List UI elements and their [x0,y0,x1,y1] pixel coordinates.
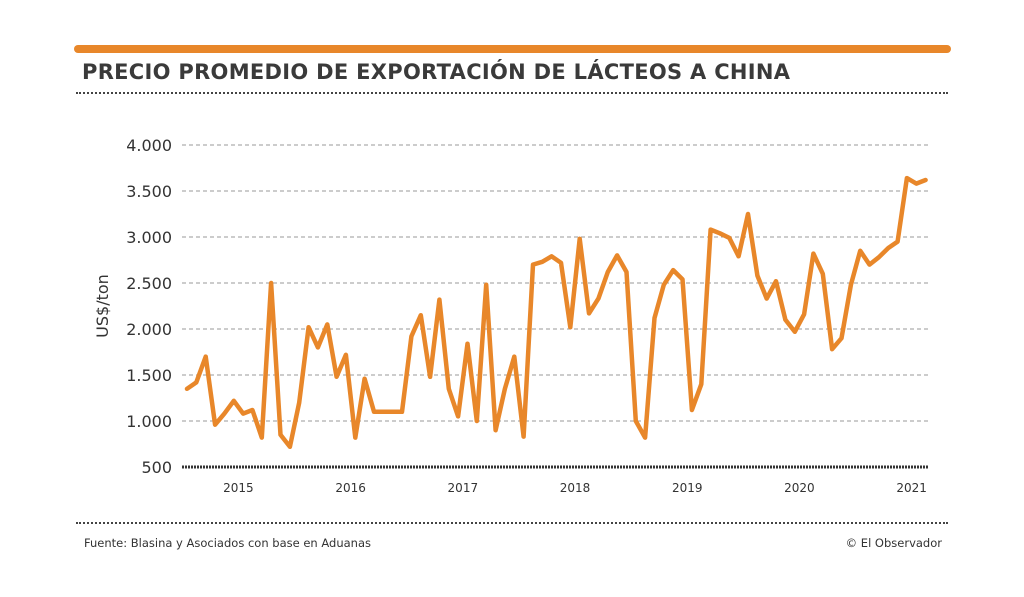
x-tick-label: 2019 [672,481,703,495]
x-tick-label: 2016 [335,481,366,495]
x-tick-label: 2021 [896,481,927,495]
y-tick-label: 2.000 [126,320,172,339]
x-tick-label: 2017 [448,481,479,495]
x-tick-label: 2015 [223,481,254,495]
y-tick-label: 4.000 [126,136,172,155]
series-line [184,175,928,450]
divider-bottom [76,522,948,524]
y-tick-label: 1.500 [126,366,172,385]
x-tick-label: 2018 [560,481,591,495]
y-axis-label: US$/ton [93,274,112,338]
y-tick-label: 3.500 [126,182,172,201]
accent-bar [74,45,951,53]
x-tick-label: 2020 [784,481,815,495]
y-tick-label: 500 [141,458,172,477]
y-tick-label: 3.000 [126,228,172,247]
divider-top [76,92,948,94]
y-tick-label: 2.500 [126,274,172,293]
chart-title: PRECIO PROMEDIO DE EXPORTACIÓN DE LÁCTEO… [82,60,791,84]
source-note: Fuente: Blasina y Asociados con base en … [84,536,371,550]
credit: © El Observador [845,536,942,550]
y-tick-label: 1.000 [126,412,172,431]
